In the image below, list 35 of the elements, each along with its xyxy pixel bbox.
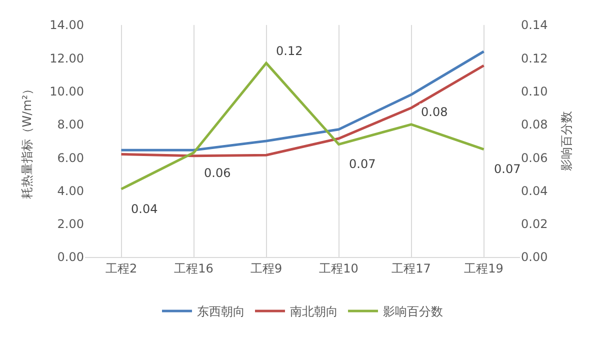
x-tick-label: 工程17	[392, 261, 431, 276]
y-tick-label: 4.00	[57, 184, 84, 198]
x-tick-label: 工程16	[174, 261, 214, 276]
y2-tick-label: 0.10	[521, 84, 548, 98]
line-series	[120, 62, 485, 190]
legend-label: 东西朝向	[197, 304, 245, 319]
x-tick-label: 工程19	[464, 261, 504, 276]
data-label: 0.04	[131, 202, 158, 216]
y-tick-label: 2.00	[57, 217, 84, 232]
y-tick-label: 10.00	[50, 84, 84, 98]
y-tick-label: 12.00	[50, 51, 84, 66]
x-tick-label: 工程9	[250, 261, 282, 276]
line-series	[120, 64, 485, 158]
y2-tick-label: 0.02	[521, 217, 548, 232]
legend-label: 影响百分数	[383, 304, 443, 319]
x-tick-label: 工程10	[319, 261, 358, 276]
y2-tick-label: 0.14	[521, 18, 548, 32]
data-label: 0.06	[204, 166, 231, 180]
y-axis-title: 耗热量指标（W/m²）	[20, 82, 34, 200]
y-tick-label: 8.00	[57, 118, 84, 132]
y2-tick-label: 0.04	[521, 184, 548, 198]
y-tick-label: 6.00	[57, 150, 84, 165]
data-label: 0.12	[276, 44, 303, 58]
y-tick-label: 0.00	[57, 250, 84, 264]
x-tick-label: 工程2	[105, 261, 138, 276]
y2-tick-label: 0.00	[521, 250, 548, 264]
y2-tick-label: 0.06	[521, 150, 548, 165]
data-label: 0.07	[494, 162, 521, 176]
y2-tick-label: 0.08	[521, 118, 548, 132]
y-tick-label: 14.00	[50, 18, 84, 32]
data-label: 0.07	[349, 157, 376, 171]
data-label: 0.08	[421, 105, 448, 119]
y2-tick-label: 0.12	[521, 51, 548, 66]
legend-label: 南北朝向	[290, 304, 338, 319]
y2-axis-title: 影响百分数	[560, 111, 574, 171]
